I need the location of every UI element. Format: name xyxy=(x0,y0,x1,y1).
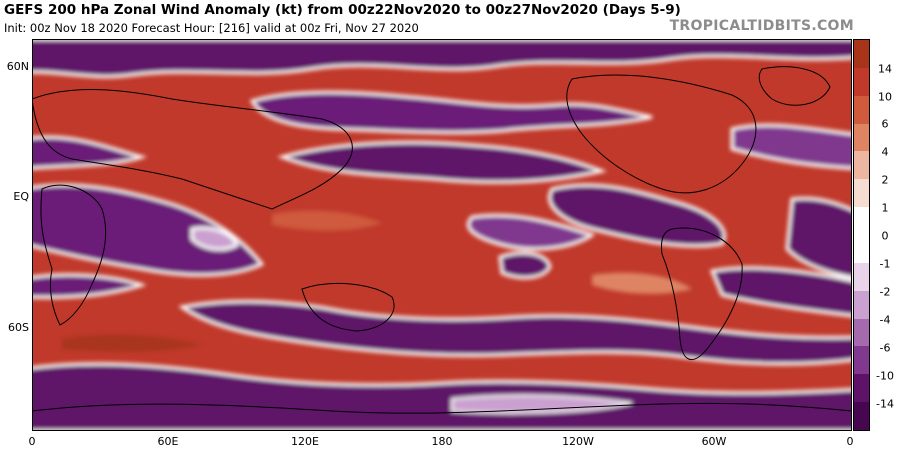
colorbar-segment xyxy=(854,95,869,125)
anomaly-field xyxy=(32,39,852,431)
colorbar-segment xyxy=(854,207,869,236)
coastlines xyxy=(32,66,852,414)
anomaly-band xyxy=(498,251,552,280)
anomaly-band xyxy=(32,183,265,277)
anomaly-band xyxy=(277,140,607,184)
anomaly-band xyxy=(249,90,653,135)
anomaly-band xyxy=(178,299,852,366)
brand-watermark: TROPICALTIDBITS.COM xyxy=(669,18,854,34)
south-america-coastline xyxy=(661,227,743,361)
colorbar-label: 10 xyxy=(878,90,892,104)
anomaly-band xyxy=(190,226,239,251)
anomaly-band xyxy=(32,273,147,299)
colorbar-label: -1 xyxy=(879,257,891,271)
colorbar-segment xyxy=(854,374,869,403)
anomaly-band xyxy=(466,213,596,251)
lon-label-120e: 120E xyxy=(291,435,319,448)
map-subtitle: Init: 00z Nov 18 2020 Forecast Hour: [21… xyxy=(4,21,419,35)
colorbar-segment xyxy=(854,40,869,69)
anomaly-band xyxy=(32,362,852,431)
anomaly-band xyxy=(32,39,852,79)
colorbar-segment xyxy=(854,235,869,264)
colorbar-segment xyxy=(854,151,869,180)
antarctica-coastline xyxy=(32,402,852,414)
colorbar-segment xyxy=(854,262,869,292)
colorbar-label: 0 xyxy=(881,229,889,243)
colorbar-label: -6 xyxy=(879,341,891,355)
lat-label-60n: 60N xyxy=(6,60,29,73)
eurasia-coastline xyxy=(32,89,353,210)
lon-label-180: 180 xyxy=(431,435,453,448)
map-canvas xyxy=(32,39,852,431)
map-title: GEFS 200 hPa Zonal Wind Anomaly (kt) fro… xyxy=(4,2,681,18)
colorbar-label: -10 xyxy=(876,369,894,383)
colorbar-segment xyxy=(854,346,869,375)
colorbar-segment xyxy=(854,123,869,152)
colorbar-label: 6 xyxy=(881,117,889,131)
anomaly-band xyxy=(592,272,692,294)
anomaly-band xyxy=(32,135,148,170)
anomaly-band xyxy=(709,266,852,318)
lat-label-eq: EQ xyxy=(13,190,29,203)
colorbar-segment xyxy=(854,402,869,431)
colorbar-label: 2 xyxy=(881,173,889,187)
north-america-coastline xyxy=(566,74,757,194)
lon-label-60e: 60E xyxy=(157,435,179,448)
lon-label-60w: 60W xyxy=(701,435,727,448)
lon-label-120w: 120W xyxy=(562,435,594,448)
anomaly-band xyxy=(730,123,852,170)
colorbar-label: 4 xyxy=(881,145,889,159)
colorbar-segment xyxy=(854,290,869,320)
colorbar-label: 14 xyxy=(878,62,892,76)
anomaly-band xyxy=(272,210,382,231)
colorbar-segment xyxy=(854,318,869,347)
anomaly-band xyxy=(451,394,633,414)
colorbar-label: -4 xyxy=(879,313,891,327)
colorbar-label: -2 xyxy=(879,285,891,299)
colorbar-segment xyxy=(854,67,869,97)
wind-anomaly-map xyxy=(32,39,852,431)
colorbar-segment xyxy=(854,179,869,208)
australia-coastline xyxy=(301,282,395,332)
lon-label-0: 0 xyxy=(28,435,36,448)
colorbar-label: -14 xyxy=(876,397,894,411)
greenland-coastline xyxy=(758,66,831,106)
anomaly-band xyxy=(62,334,202,352)
colorbar xyxy=(853,39,870,431)
colorbar-label: 1 xyxy=(881,201,889,215)
anomaly-band xyxy=(548,183,726,248)
africa-coastline xyxy=(40,184,107,326)
anomaly-band xyxy=(785,196,852,279)
lon-label-0-end: 0 xyxy=(846,435,854,448)
lat-label-60s: 60S xyxy=(8,321,29,334)
